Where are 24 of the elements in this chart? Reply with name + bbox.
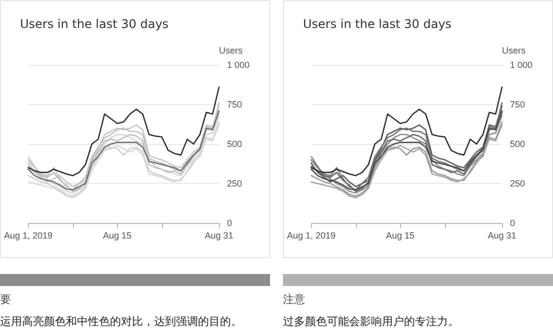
y-tick-label: 750 bbox=[227, 100, 242, 110]
text: 注意 bbox=[283, 292, 305, 307]
y-axis-title: Users bbox=[502, 46, 526, 56]
text: 要 bbox=[0, 292, 11, 307]
x-tick-label: Aug 15 bbox=[386, 230, 415, 240]
chart-title: Users in the last 30 days bbox=[303, 17, 452, 31]
y-tick-label: 250 bbox=[510, 178, 526, 188]
x-tick-label: Aug 31 bbox=[488, 230, 516, 240]
y-tick-label: 500 bbox=[227, 139, 242, 149]
y-tick-label: 1 000 bbox=[510, 60, 533, 70]
text: 过多颜色可能会影响用户的专注力。 bbox=[283, 314, 459, 329]
y-tick-label: 0 bbox=[227, 218, 232, 228]
y-axis-title: Users bbox=[219, 46, 243, 56]
y-tick-label: 750 bbox=[510, 100, 526, 110]
y-tick-label: 250 bbox=[227, 178, 242, 188]
y-tick-label: 0 bbox=[510, 218, 516, 228]
x-tick-label: Aug 1, 2019 bbox=[287, 230, 336, 240]
x-tick-label: Aug 15 bbox=[103, 230, 132, 240]
text: 运用高亮颜色和中性色的对比，达到强调的目的。 bbox=[0, 314, 242, 329]
y-tick-label: 1 000 bbox=[227, 60, 250, 70]
chart-title: Users in the last 30 days bbox=[20, 17, 169, 31]
y-tick-label: 500 bbox=[510, 139, 526, 149]
x-tick-label: Aug 1, 2019 bbox=[4, 230, 53, 240]
x-tick-label: Aug 31 bbox=[204, 230, 234, 240]
